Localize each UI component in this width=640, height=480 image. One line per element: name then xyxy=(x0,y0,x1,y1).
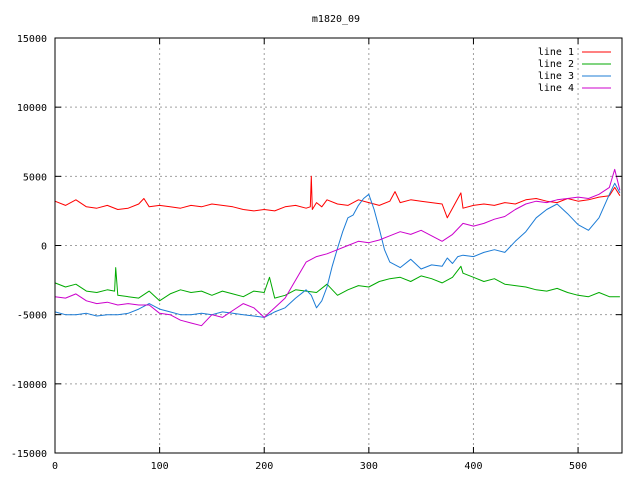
x-tick-label: 300 xyxy=(360,461,378,472)
y-tick-label: 0 xyxy=(41,242,47,253)
series-line-1 xyxy=(54,175,621,219)
x-tick-label: 400 xyxy=(464,461,482,472)
legend-label: line 1 xyxy=(538,47,574,58)
x-tick-label: 200 xyxy=(255,461,273,472)
axis-ticks: -15000 -10000 -5000 0 5000 10000 15000 0 100 200 3… xyxy=(11,34,622,472)
chart-title: m1820_09 xyxy=(312,14,360,25)
x-tick-label: 500 xyxy=(569,461,587,472)
legend-label: line 2 xyxy=(538,59,574,70)
series-line-3 xyxy=(54,182,621,318)
y-tick-label: 10000 xyxy=(17,103,47,114)
series-line-2 xyxy=(54,265,620,302)
x-tick-label: 0 xyxy=(52,461,58,472)
y-tick-label: 5000 xyxy=(23,172,47,183)
series-lines xyxy=(54,168,621,327)
y-tick-label: -10000 xyxy=(11,380,47,391)
legend-label: line 4 xyxy=(538,83,574,94)
x-tick-label: 100 xyxy=(151,461,169,472)
y-tick-label: -5000 xyxy=(17,311,47,322)
y-tick-label: -15000 xyxy=(11,449,47,460)
legend-label: line 3 xyxy=(538,71,574,82)
series-line-4 xyxy=(54,168,621,327)
grid-lines xyxy=(55,38,622,453)
y-tick-label: 15000 xyxy=(17,34,47,45)
